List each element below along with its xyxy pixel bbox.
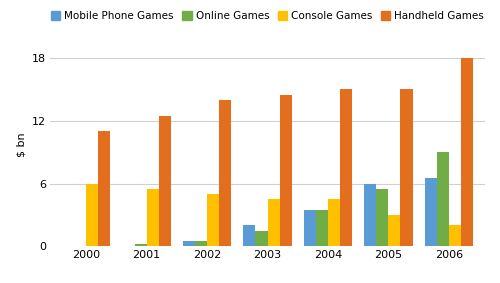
Bar [195,241,207,246]
Legend: Mobile Phone Games, Online Games, Console Games, Handheld Games: Mobile Phone Games, Online Games, Consol… [51,11,484,21]
Bar [256,231,268,246]
Bar [134,244,146,246]
Bar [207,194,219,246]
Bar [244,225,256,246]
Bar [461,58,473,246]
Bar [219,100,231,246]
Bar [316,210,328,246]
Bar [449,225,461,246]
Bar [304,210,316,246]
Bar [436,152,449,246]
Bar [159,115,171,246]
Bar [340,89,352,246]
Bar [146,189,159,246]
Bar [424,178,436,246]
Bar [400,89,412,246]
Bar [364,183,376,246]
Bar [98,131,110,246]
Y-axis label: $ bn: $ bn [16,132,26,157]
Bar [86,183,99,246]
Bar [376,189,388,246]
Bar [183,241,195,246]
Bar [268,199,280,246]
Bar [328,199,340,246]
Bar [280,95,291,246]
Bar [388,215,400,246]
